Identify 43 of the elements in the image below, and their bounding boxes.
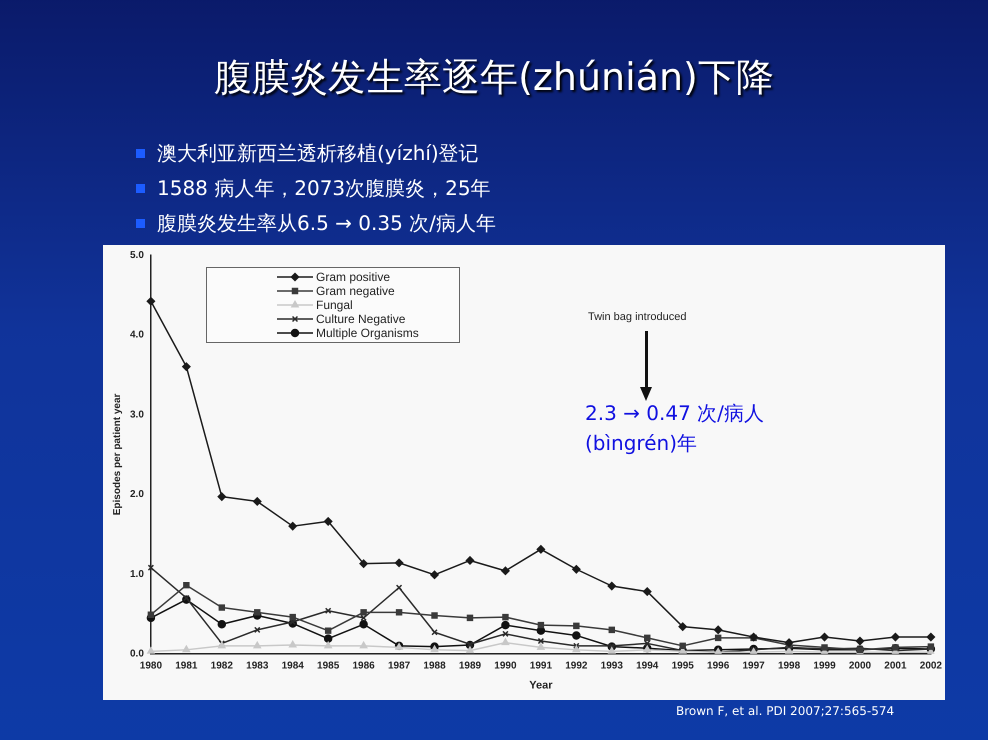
x-tick-label: 1981 (175, 660, 198, 672)
text: Brown F, et al. PDI 2007;27:565-574 (676, 704, 894, 718)
legend-label: Fungal (316, 298, 353, 312)
x-tick-label: 1996 (707, 660, 730, 672)
legend-label: Culture Negative (316, 312, 406, 326)
text: 腹膜炎发生率从6.5 → 0.35 次/病人年 (157, 210, 496, 237)
x-tick-label: 1995 (672, 660, 694, 672)
x-tick-label: 1980 (140, 660, 162, 672)
text: 1588 病人年，2073次腹膜炎，25年 (157, 175, 491, 202)
y-tick-label: 0.0 (130, 648, 144, 660)
annotation: 2.3 → 0.47 次/病人(bìngrén)年 (585, 400, 765, 457)
x-tick-label: 1994 (636, 660, 659, 672)
x-tick-label: 2001 (884, 660, 907, 672)
y-tick-label: 4.0 (130, 330, 144, 341)
x-tick-label: 1998 (778, 660, 801, 672)
x-tick-label: 1983 (246, 660, 269, 672)
y-tick-label: 2.0 (130, 489, 144, 500)
x-tick-label: 1989 (458, 660, 482, 672)
x-tick-label: 1988 (423, 660, 446, 672)
x-tick-label: 2002 (920, 660, 942, 672)
x-tick-label: 1984 (282, 660, 304, 672)
y-axis-title: Episodes per patient year (112, 393, 123, 516)
x-tick-label: 1985 (317, 660, 340, 672)
annotation: Twin bag introduced (588, 311, 686, 323)
x-tick-label: 1999 (813, 660, 836, 672)
x-tick-label: 2000 (848, 660, 872, 672)
x-tick-label: 1997 (742, 660, 766, 672)
chart-title: 腹膜炎发生率逐年(zhúnián)下降 (213, 54, 775, 101)
text: 澳大利亚新西兰透析移植(yízhí)登记 (157, 140, 479, 167)
x-axis-title: Year (529, 679, 554, 692)
x-tick-label: 1982 (210, 660, 234, 672)
x-tick-label: 1987 (388, 660, 411, 672)
x-tick-label: 1993 (600, 660, 624, 672)
x-tick-label: 1986 (352, 660, 376, 672)
y-tick-label: 5.0 (130, 250, 144, 261)
x-tick-label: 1990 (494, 660, 517, 672)
legend-label: Gram positive (316, 270, 390, 284)
legend-label: Gram negative (316, 284, 395, 298)
y-tick-label: 3.0 (130, 409, 144, 420)
x-tick-label: 1992 (565, 660, 588, 672)
y-tick-label: 1.0 (130, 568, 144, 580)
legend-label: Multiple Organisms (316, 326, 419, 340)
x-tick-label: 1991 (530, 660, 552, 672)
